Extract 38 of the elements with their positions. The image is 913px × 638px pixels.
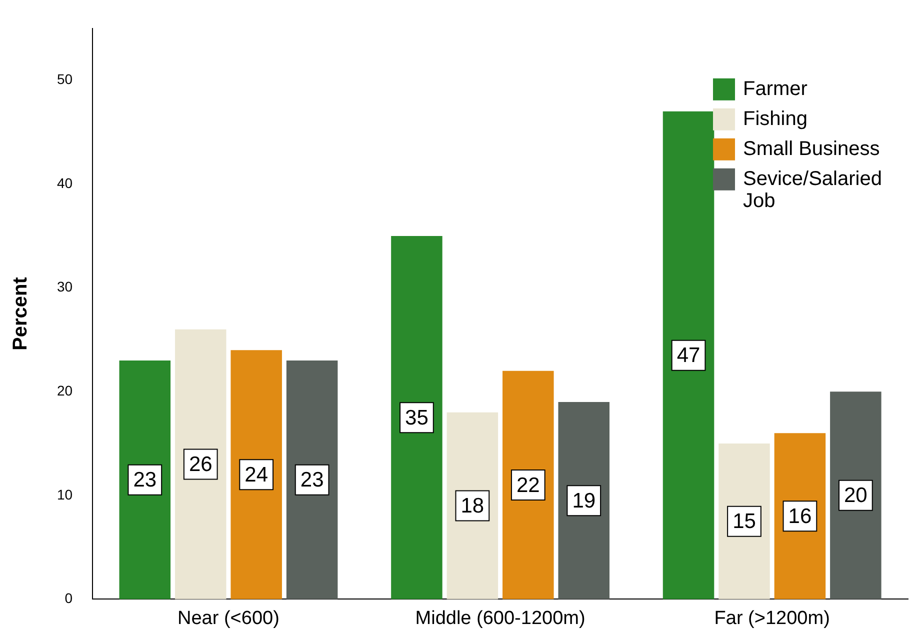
bar	[502, 370, 554, 600]
data-label: 23	[300, 468, 324, 492]
y-tick-label: 10	[56, 486, 73, 502]
bar	[174, 329, 226, 600]
legend-label: Sevice/Salaried Job	[743, 168, 882, 212]
bar	[230, 350, 282, 600]
bar	[774, 433, 826, 600]
data-label: 35	[405, 406, 428, 430]
data-label: 26	[188, 453, 212, 476]
bar	[718, 444, 770, 600]
bar	[446, 412, 498, 600]
data-label: 23	[133, 468, 157, 492]
data-label: 20	[844, 484, 868, 508]
y-tick-label: 0	[64, 590, 73, 606]
bar	[391, 236, 442, 600]
data-label: 47	[676, 344, 700, 368]
data-label: 15	[732, 510, 756, 534]
x-tick-label: Far (>1200m)	[714, 608, 830, 629]
y-axis-title: Percent	[10, 276, 32, 350]
y-tick-label: 50	[56, 71, 73, 88]
bar	[662, 111, 714, 600]
data-label: 18	[460, 494, 484, 518]
legend-label: Small Business	[743, 138, 880, 160]
data-label: 16	[788, 504, 812, 528]
legend-label: Fishing	[743, 108, 808, 130]
legend-label: Farmer	[743, 78, 808, 100]
data-label: 19	[572, 489, 596, 512]
data-label: 22	[516, 474, 540, 497]
data-label: 24	[244, 463, 268, 486]
bar	[830, 392, 882, 600]
bar	[286, 360, 338, 600]
bar	[558, 402, 610, 600]
y-tick-label: 40	[56, 174, 73, 191]
x-tick-label: Near (<600)	[178, 608, 280, 629]
bar	[119, 360, 171, 600]
x-tick-label: Middle (600-1200m)	[415, 608, 586, 629]
y-tick-label: 30	[56, 278, 73, 295]
y-tick-label: 20	[56, 382, 73, 398]
